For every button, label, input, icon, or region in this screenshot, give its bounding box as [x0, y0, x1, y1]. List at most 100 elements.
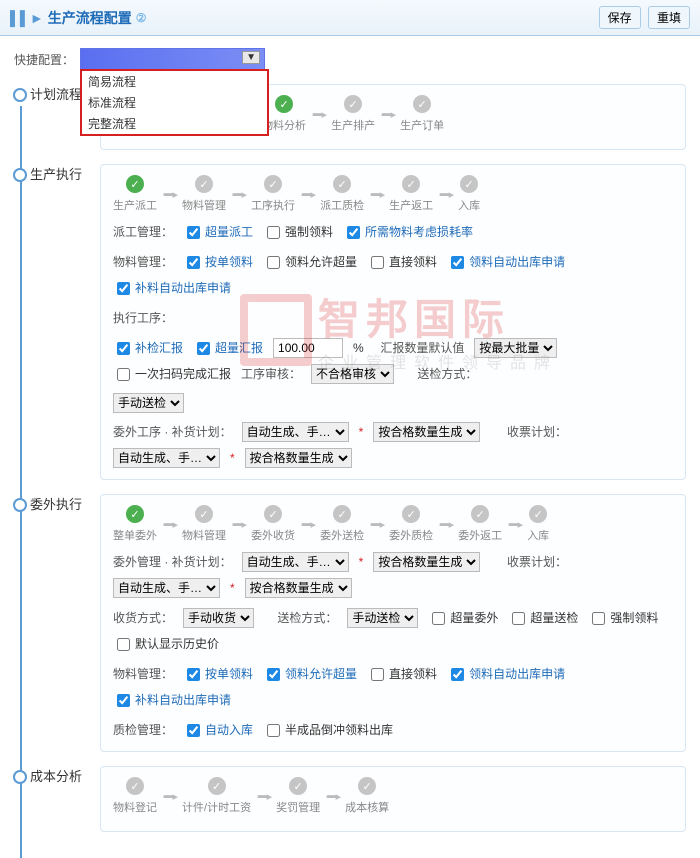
- arrow-icon: ▪▪▪▪▪▸: [301, 518, 314, 531]
- arrow-icon: ▌▌►: [10, 10, 44, 26]
- page-header: ▌▌► 生产流程配置 ② 保存 重填: [0, 0, 700, 36]
- option-checkbox[interactable]: 补料自动出库申请: [113, 689, 231, 711]
- option-checkbox[interactable]: 领料允许超量: [263, 663, 357, 685]
- flow-node: ✓成本核算: [345, 777, 389, 815]
- page-title: ▌▌► 生产流程配置 ②: [10, 8, 146, 28]
- option-checkbox[interactable]: 强制领料: [263, 221, 333, 243]
- flow-node: ✓生产返工: [389, 175, 433, 213]
- flow-node: ✓入库: [527, 505, 549, 543]
- timeline-dot: [13, 168, 27, 182]
- flow-node: ✓生产派工: [113, 175, 157, 213]
- percent-input[interactable]: [273, 338, 343, 358]
- reset-button[interactable]: 重填: [648, 6, 690, 29]
- option-checkbox[interactable]: 超量送检: [508, 607, 578, 629]
- flow-node: ✓委外质检: [389, 505, 433, 543]
- check-icon: ✓: [529, 505, 547, 523]
- flow-node: ✓整单委外: [113, 505, 157, 543]
- flow-node: ✓委外送检: [320, 505, 364, 543]
- check-icon: ✓: [275, 95, 293, 113]
- flow-node: ✓入库: [458, 175, 480, 213]
- flow-node: ✓奖罚管理: [276, 777, 320, 815]
- flow-node: ✓物料管理: [182, 505, 226, 543]
- quick-dropdown[interactable]: [80, 48, 265, 70]
- review-select[interactable]: 不合格审核: [311, 364, 394, 384]
- dropdown-option[interactable]: 完整流程: [82, 113, 267, 134]
- option-checkbox[interactable]: 超量委外: [428, 607, 498, 629]
- flow-node: ✓工序执行: [251, 175, 295, 213]
- option-checkbox[interactable]: 领料自动出库申请: [447, 663, 565, 685]
- arrow-icon: ▪▪▪▪▪▸: [381, 108, 394, 121]
- check-icon: ✓: [344, 95, 362, 113]
- option-checkbox[interactable]: 直接领料: [367, 663, 437, 685]
- check-icon: ✓: [471, 505, 489, 523]
- timeline-dot: [13, 498, 27, 512]
- arrow-icon: ▪▪▪▪▪▸: [312, 108, 325, 121]
- arrow-icon: ▪▪▪▪▪▸: [232, 518, 245, 531]
- option-checkbox[interactable]: 强制领料: [588, 607, 658, 629]
- check-icon: ✓: [264, 505, 282, 523]
- quick-label: 快捷配置：: [14, 51, 74, 68]
- option-checkbox[interactable]: 补检汇报: [113, 337, 183, 359]
- arrow-icon: ▪▪▪▪▪▸: [232, 188, 245, 201]
- help-icon[interactable]: ②: [136, 11, 147, 25]
- option-checkbox[interactable]: 按单领料: [183, 251, 253, 273]
- option-checkbox[interactable]: 一次扫码完成汇报: [113, 363, 231, 385]
- dropdown-option[interactable]: 标准流程: [82, 92, 267, 113]
- check-icon: ✓: [126, 505, 144, 523]
- dropdown-option[interactable]: 简易流程: [82, 71, 267, 92]
- option-checkbox[interactable]: 超量汇报: [193, 337, 263, 359]
- option-checkbox[interactable]: 领料自动出库申请: [447, 251, 565, 273]
- check-icon: ✓: [358, 777, 376, 795]
- section: 成本分析✓物料登记▪▪▪▪▪▸✓计件/计时工资▪▪▪▪▪▸✓奖罚管理▪▪▪▪▪▸…: [14, 766, 686, 832]
- option-checkbox[interactable]: 补料自动出库申请: [113, 277, 231, 299]
- option-checkbox[interactable]: 直接领料: [367, 251, 437, 273]
- arrow-icon: ▪▪▪▪▪▸: [326, 790, 339, 803]
- check-icon: ✓: [333, 505, 351, 523]
- arrow-icon: ▪▪▪▪▪▸: [439, 188, 452, 201]
- option-checkbox[interactable]: 自动入库: [183, 719, 253, 741]
- option-checkbox[interactable]: 所需物料考虑损耗率: [343, 221, 473, 243]
- section: 生产执行✓生产派工▪▪▪▪▪▸✓物料管理▪▪▪▪▪▸✓工序执行▪▪▪▪▪▸✓派工…: [14, 164, 686, 480]
- check-icon: ✓: [460, 175, 478, 193]
- arrow-icon: ▪▪▪▪▪▸: [163, 188, 176, 201]
- flow-node: ✓物料管理: [182, 175, 226, 213]
- timeline-dot: [13, 770, 27, 784]
- check-icon: ✓: [195, 175, 213, 193]
- check-icon: ✓: [126, 175, 144, 193]
- check-icon: ✓: [208, 777, 226, 795]
- arrow-icon: ▪▪▪▪▪▸: [370, 188, 383, 201]
- send-select[interactable]: 手动送检: [113, 393, 184, 413]
- check-icon: ✓: [195, 505, 213, 523]
- check-icon: ✓: [126, 777, 144, 795]
- arrow-icon: ▪▪▪▪▪▸: [163, 790, 176, 803]
- check-icon: ✓: [333, 175, 351, 193]
- flow-node: ✓委外返工: [458, 505, 502, 543]
- check-icon: ✓: [413, 95, 431, 113]
- flow-node: ✓派工质检: [320, 175, 364, 213]
- flow-node: ✓计件/计时工资: [182, 777, 251, 815]
- flow-node: ✓委外收货: [251, 505, 295, 543]
- check-icon: ✓: [264, 175, 282, 193]
- option-checkbox[interactable]: 半成品倒冲领料出库: [263, 719, 393, 741]
- quick-dropdown-list: 简易流程标准流程完整流程: [80, 69, 269, 136]
- option-checkbox[interactable]: 领料允许超量: [263, 251, 357, 273]
- flow-node: ✓生产排产: [331, 95, 375, 133]
- option-checkbox[interactable]: 超量派工: [183, 221, 253, 243]
- save-button[interactable]: 保存: [599, 6, 641, 29]
- option-checkbox[interactable]: 按单领料: [183, 663, 253, 685]
- check-icon: ✓: [289, 777, 307, 795]
- arrow-icon: ▪▪▪▪▪▸: [301, 188, 314, 201]
- arrow-icon: ▪▪▪▪▪▸: [257, 790, 270, 803]
- arrow-icon: ▪▪▪▪▪▸: [163, 518, 176, 531]
- check-icon: ✓: [402, 175, 420, 193]
- section: 委外执行✓整单委外▪▪▪▪▪▸✓物料管理▪▪▪▪▪▸✓委外收货▪▪▪▪▪▸✓委外…: [14, 494, 686, 752]
- option-checkbox[interactable]: 默认显示历史价: [113, 633, 219, 655]
- flow-node: ✓物料登记: [113, 777, 157, 815]
- flow-node: ✓生产订单: [400, 95, 444, 133]
- timeline-dot: [13, 88, 27, 102]
- arrow-icon: ▪▪▪▪▪▸: [370, 518, 383, 531]
- default-select[interactable]: 按最大批量: [474, 338, 557, 358]
- check-icon: ✓: [402, 505, 420, 523]
- arrow-icon: ▪▪▪▪▪▸: [439, 518, 452, 531]
- arrow-icon: ▪▪▪▪▪▸: [508, 518, 521, 531]
